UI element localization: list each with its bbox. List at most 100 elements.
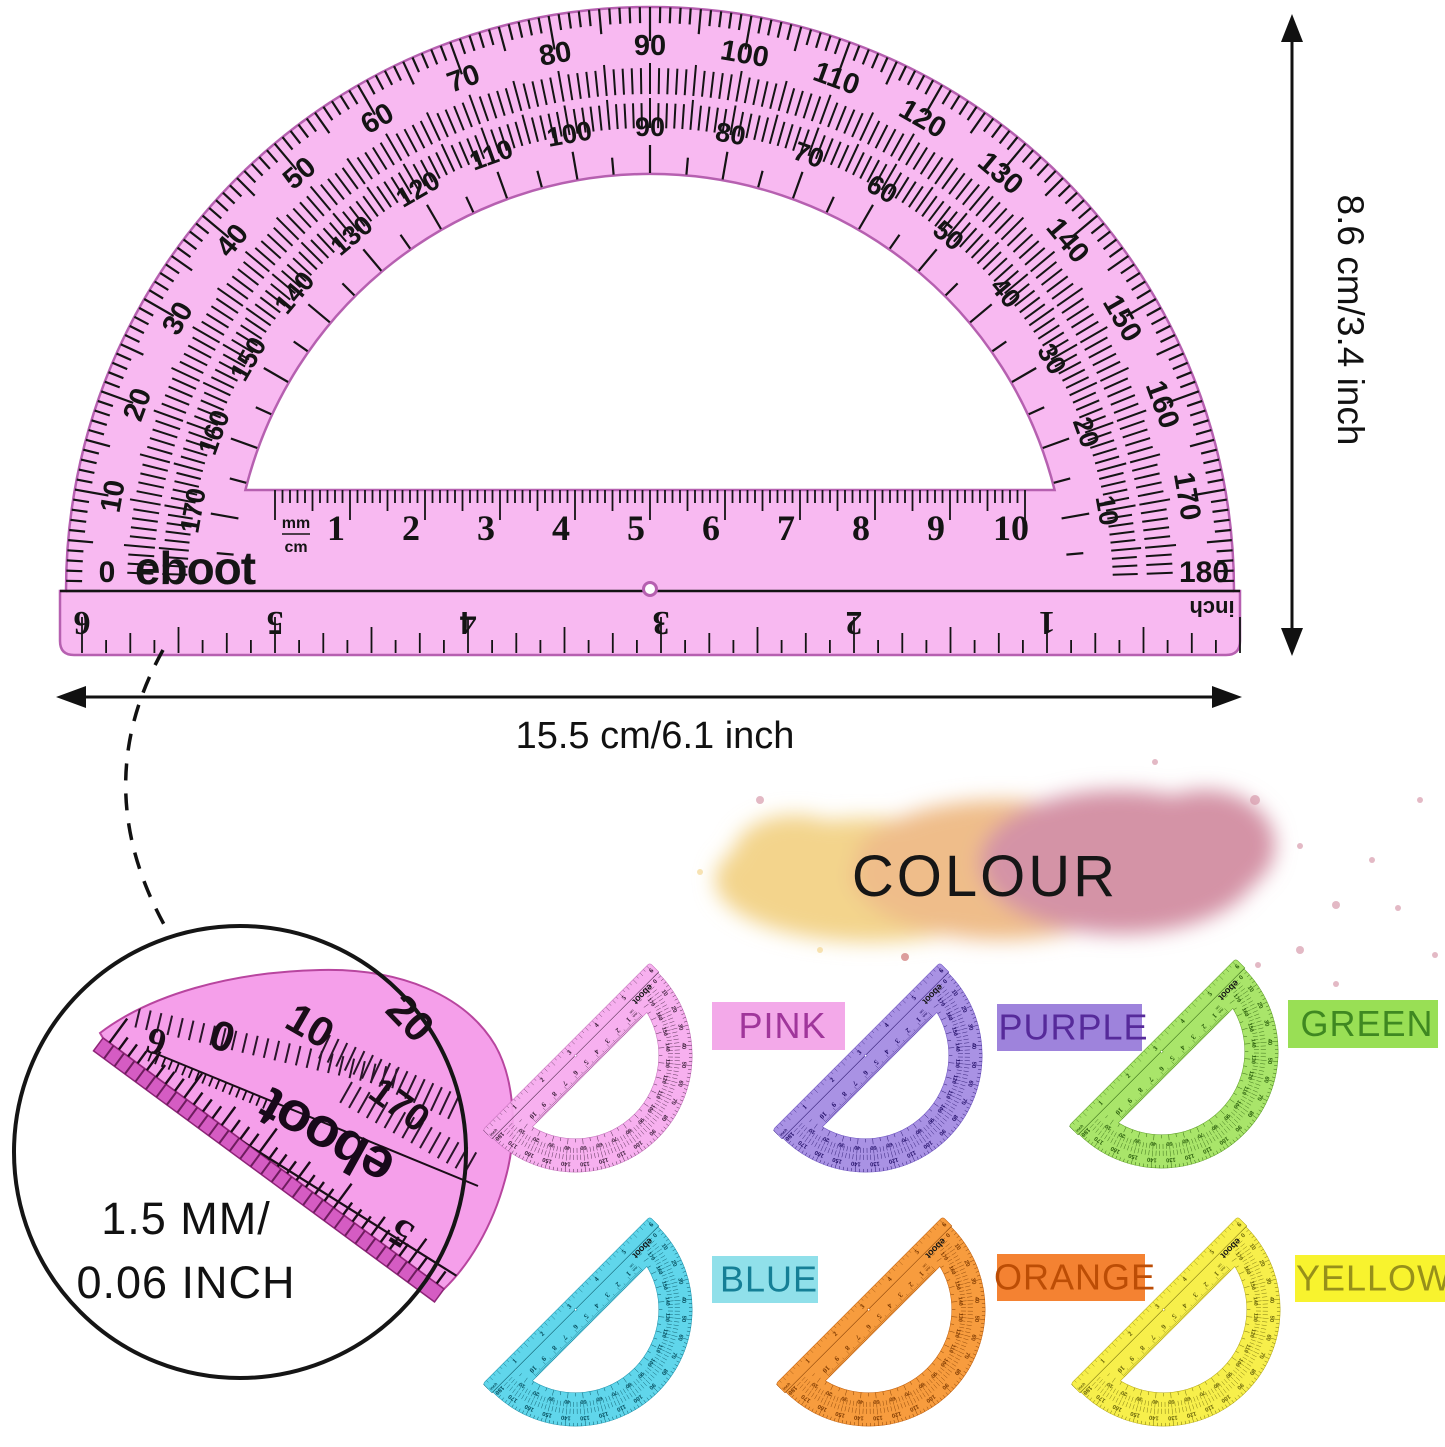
protractor-variant-yellow: 1020304050607080901001101201301401501601…: [1071, 1217, 1281, 1427]
inner-degree-label: 150: [1246, 1022, 1254, 1032]
outer-degree-label: 40: [680, 1296, 687, 1303]
outer-degree-label: 90: [1235, 1381, 1244, 1390]
banner-background: [997, 1004, 1142, 1051]
inner-degree-label: 10: [518, 1127, 526, 1135]
outer-degree-label: 90: [647, 1381, 656, 1390]
cm-label: 4: [1180, 1301, 1188, 1309]
inner-degree-label: 80: [624, 1381, 632, 1389]
cm-label: 9: [539, 1100, 547, 1108]
inch-label: 5: [267, 604, 284, 641]
outer-degree-label: 10: [660, 1243, 669, 1252]
banner-background: [997, 1254, 1145, 1301]
inner-degree-label: 140: [664, 1043, 671, 1052]
arrow-up-icon: [1281, 14, 1303, 42]
outer-degree-label: 130: [1166, 1156, 1176, 1163]
inner-degree-label: 70: [610, 1389, 618, 1397]
outer-degree-label: 70: [669, 1351, 677, 1359]
outer-degree-label: 80: [537, 36, 574, 73]
cm-ruler-ticks: [274, 490, 1026, 520]
banner-background: [1288, 1000, 1438, 1048]
protractor-variant-purple: 1020304050607080901001101201301401501601…: [773, 963, 983, 1173]
outer-degree-label: 100: [925, 1393, 936, 1403]
inch-ruler-ticks: [776, 1220, 946, 1390]
cm-label: 10: [817, 1110, 828, 1121]
inch-label: 4: [460, 604, 477, 641]
protractor-variant-pink: 1020304050607080901001101201301401501601…: [483, 963, 693, 1173]
inch-label: 6: [941, 1221, 949, 1229]
outer-degree-label: 140: [561, 1414, 571, 1421]
cm-label: 6: [571, 1069, 579, 1077]
end-label: 180: [493, 1130, 505, 1142]
cm-label: 1: [624, 1015, 632, 1023]
arrow-left-icon: [56, 686, 86, 708]
paint-speck: [756, 796, 764, 804]
outer-degree-label: 30: [1262, 1019, 1269, 1027]
outer-degree-label: 100: [922, 1139, 933, 1149]
center-hole: [574, 1054, 578, 1058]
inch-ruler-ticks: [81, 617, 1241, 653]
height-label: 8.6 cm/3.4 inch: [1330, 195, 1371, 446]
mm-unit-label: mm: [1218, 1008, 1225, 1015]
outer-degree-label: 100: [1218, 1135, 1229, 1145]
inner-degree-label: 60: [1182, 1137, 1189, 1144]
outer-degree-label: 50: [680, 1315, 687, 1322]
paint-speck: [697, 869, 703, 875]
cm-ruler-ticks: [532, 1012, 643, 1123]
inner-degree-label: 140: [957, 1297, 964, 1306]
inset-hatch-row: [318, 1034, 461, 1120]
edge-strip-ticks: [103, 1045, 429, 1291]
cm-label: 8: [1138, 1344, 1146, 1352]
inner-degree-label: 40: [854, 1144, 861, 1151]
inch-label: 2: [1125, 1072, 1133, 1080]
fine-tick-band-outer: [796, 1237, 974, 1415]
magnified-body: [98, 968, 514, 1291]
cm-label: 2: [402, 508, 420, 548]
cm-label: 6: [864, 1323, 872, 1331]
inner-degree-label: 100: [1232, 1099, 1242, 1110]
cm-label: 6: [702, 508, 720, 548]
inner-tick-ring: [809, 999, 955, 1145]
cm-label: 10: [993, 508, 1029, 548]
inner-degree-label: 70: [1196, 1131, 1204, 1139]
outer-degree-label: 120: [598, 1156, 609, 1164]
cm-label: 1: [914, 1015, 922, 1023]
inset-hatch-row: [134, 1007, 398, 1089]
inch-ruler-ticks: [1069, 962, 1239, 1132]
outer-degree-label: 160: [1112, 1403, 1123, 1413]
inner-tick-ring: [1107, 1253, 1253, 1399]
outer-degree-label: 130: [870, 1160, 880, 1167]
mm-unit-label: mm: [922, 1012, 929, 1019]
end-label: 180: [783, 1130, 795, 1142]
cm-label: 2: [613, 1026, 621, 1034]
cm-label: 9: [1127, 1354, 1135, 1362]
inch-label: 5: [1209, 1248, 1217, 1256]
inch-ruler-ticks: [1071, 1220, 1241, 1390]
inch-label: 4: [1181, 1276, 1189, 1284]
end-label: 180: [1079, 1126, 1091, 1138]
fine-tick-band-inner: [1096, 1242, 1262, 1408]
fine-tick-band-outer: [793, 983, 971, 1161]
cm-label: 4: [885, 1301, 893, 1309]
fine-tick-band-outer: [123, 63, 1177, 575]
outer-degree-label: 110: [906, 1149, 917, 1158]
paint-speck: [1333, 981, 1339, 987]
cm-unit-label: cm: [921, 1262, 927, 1268]
outer-degree-label: 40: [1266, 1038, 1273, 1045]
cm-ruler-ticks: [1120, 1266, 1231, 1377]
cm-label: 8: [1136, 1086, 1144, 1094]
outer-degree-label: 60: [1262, 1075, 1269, 1083]
protractor-body: [483, 1217, 693, 1427]
outer-degree-label: 60: [676, 1333, 683, 1341]
inch-label: 4: [593, 1276, 601, 1284]
inch-unit-label: inch: [488, 1381, 498, 1391]
protractor-body: [773, 963, 983, 1173]
inch-label: 1: [512, 1357, 520, 1365]
outer-degree-label: 30: [1264, 1277, 1271, 1285]
outer-degree-label: 160: [817, 1403, 828, 1413]
inner-degree-label: 70: [1198, 1389, 1206, 1397]
outer-degree-label: 60: [1264, 1333, 1271, 1341]
outer-degree-label: 40: [680, 1042, 687, 1049]
protractor-body: [1071, 1217, 1281, 1427]
cm-label: 1: [327, 508, 345, 548]
